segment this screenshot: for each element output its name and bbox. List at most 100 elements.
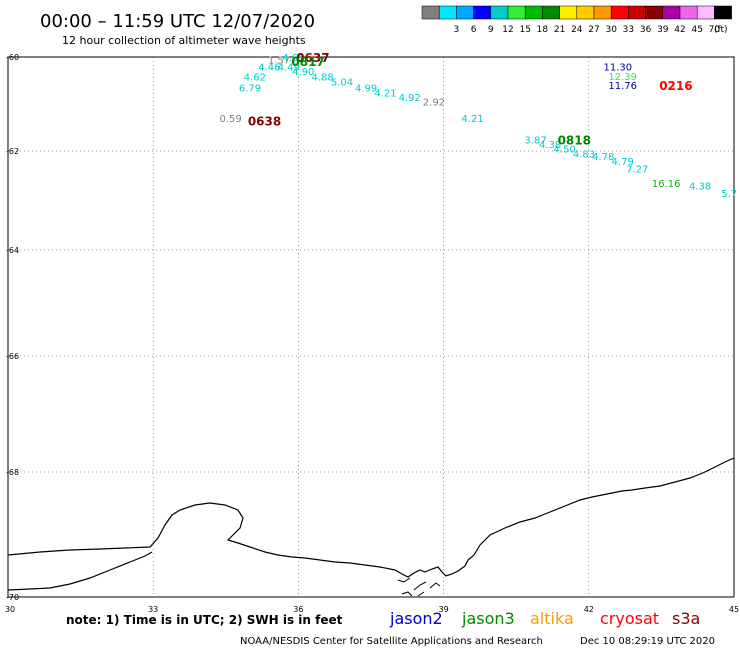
latitude-tick-label: -62 [6,147,19,156]
wave-height-label: 5.7 [721,189,737,200]
legend-tick-label: 15 [519,25,530,35]
map-frame [7,56,735,598]
map-plot-area [7,56,735,598]
satellite-name-jason3: jason3 [461,609,515,628]
legend-tick-label: 9 [488,25,494,35]
satellite-name-jason2: jason2 [389,609,443,628]
wave-height-label: 4.79 [612,157,634,168]
map-background [8,57,734,597]
legend-swatch [628,5,646,20]
wave-height-observations: 4.651.574.464.494.90 4.62 4.885.04 6.79 4.99… [220,53,738,200]
legend-swatch [490,5,509,20]
legend-swatch [421,5,440,20]
pass-time-label: 0817 [291,55,324,69]
legend-swatch [593,5,612,20]
wave-height-label: 7.27 [626,164,648,175]
wave-height-label: 1.57 [268,55,290,66]
satellite-name-cryosat: cryosat [600,609,659,628]
wave-height-label: 4.62 [244,73,266,84]
longitude-tick-label: 42 [584,605,594,614]
longitude-tick-label: 39 [439,605,449,614]
wave-height-label: 16.16 [652,179,681,190]
latitude-tick-label: -68 [6,468,19,477]
legend-swatch [438,5,457,20]
pass-time-label: 0818 [558,133,591,147]
legend-swatch [507,5,526,20]
wave-height-label: 4.99 [355,84,377,95]
latitude-tick-label: -64 [6,246,19,255]
wave-height-label: 11.76 [608,81,637,92]
legend-tick-label: 70 [709,25,721,35]
map-subtitle: 12 hour collection of altimeter wave hei… [62,34,306,47]
wave-height-label: 3.87 [524,135,546,146]
wave-height-label: 5.04 [331,77,353,88]
wave-height-label: 4.83 [573,149,595,160]
legend-tick-label: 18 [537,25,549,35]
pass-time-label: 0638 [248,114,281,128]
legend-swatch [610,5,629,20]
legend-swatch [524,5,543,20]
antarctic-coastline [7,457,735,578]
wave-height-label: 4.21 [374,88,396,99]
wave-height-label: 6.79 [239,84,261,95]
legend-swatch [473,5,492,20]
legend-tick-label: 3 [454,25,460,35]
longitude-tick-label: 30 [5,605,15,614]
pass-time-label: 0637 [296,51,329,65]
legend-swatch [662,5,681,20]
wave-height-label: 4.21 [462,114,484,125]
legend-swatch [542,5,560,20]
legend-tick-label: 6 [471,25,477,35]
latitude-tick-label: -70 [6,593,19,602]
legend-tick-label: 45 [691,25,702,35]
map-title: 00:00 – 11:59 UTC 12/07/2020 [40,11,315,32]
legend-tick-label: 30 [605,25,617,35]
footer-timestamp: Dec 10 08:29:19 UTC 2020 [580,636,715,647]
legend-tick-label: 21 [554,25,565,35]
legend-swatch [696,5,715,20]
legend-tick-label: 39 [657,25,669,35]
wave-height-label: 4.65 [282,53,304,64]
satellite-legend: jason2 jason3 altika cryosat s3a [389,609,700,628]
legend-swatch [714,5,732,20]
wave-height-label: 4.38 [689,182,711,193]
wave-height-label: 4.49 [278,62,300,73]
wave-height-label: 4.78 [592,152,614,163]
legend-swatch [576,5,595,20]
lat-lon-grid [8,57,734,597]
wave-height-label: 4.50 [553,145,575,156]
legend-tick-label: 27 [588,25,599,35]
legend-tick-label: 33 [623,25,634,35]
longitude-tick-label: 36 [293,605,303,614]
longitude-tick-label: 45 [729,605,739,614]
legend-tick-label: 12 [502,25,513,35]
legend-tick-label: 42 [674,25,685,35]
legend-tick-label: 24 [571,25,583,35]
legend-swatch [679,5,698,20]
wave-height-label: 11.30 [604,62,633,73]
coastline-inlet [397,577,441,597]
satellite-name-altika: altika [530,609,574,628]
wave-height-label: 2.92 [423,98,445,109]
legend-swatch [456,5,474,20]
wave-height-label: 4.38 [539,140,561,151]
footer-note: note: 1) Time is in UTC; 2) SWH is in fe… [66,613,343,627]
wave-height-label: 4.88 [311,73,333,84]
wave-height-label: 12.39 [608,72,637,83]
wave-height-label: 4.46 [258,62,280,73]
legend-swatch [559,5,578,20]
coastline-south-edge [7,551,153,591]
legend-unit: (ft) [714,25,728,35]
longitude-tick-label: 33 [148,605,158,614]
wave-height-label: 0.59 [220,114,242,125]
legend-tick-label: 36 [640,25,652,35]
latitude-ticks: -60 -62 -64 -66 -68 -70 [6,53,19,602]
pass-time-label: 0216 [659,79,692,93]
satellite-name-s3a: s3a [672,609,700,628]
wave-height-label: 4.90 [292,67,314,78]
swh-color-legend: 3 6 9 12 15 18 21 24 27 30 33 36 39 42 45 70 [421,5,732,35]
longitude-ticks: 30 33 36 39 42 45 [5,605,739,614]
